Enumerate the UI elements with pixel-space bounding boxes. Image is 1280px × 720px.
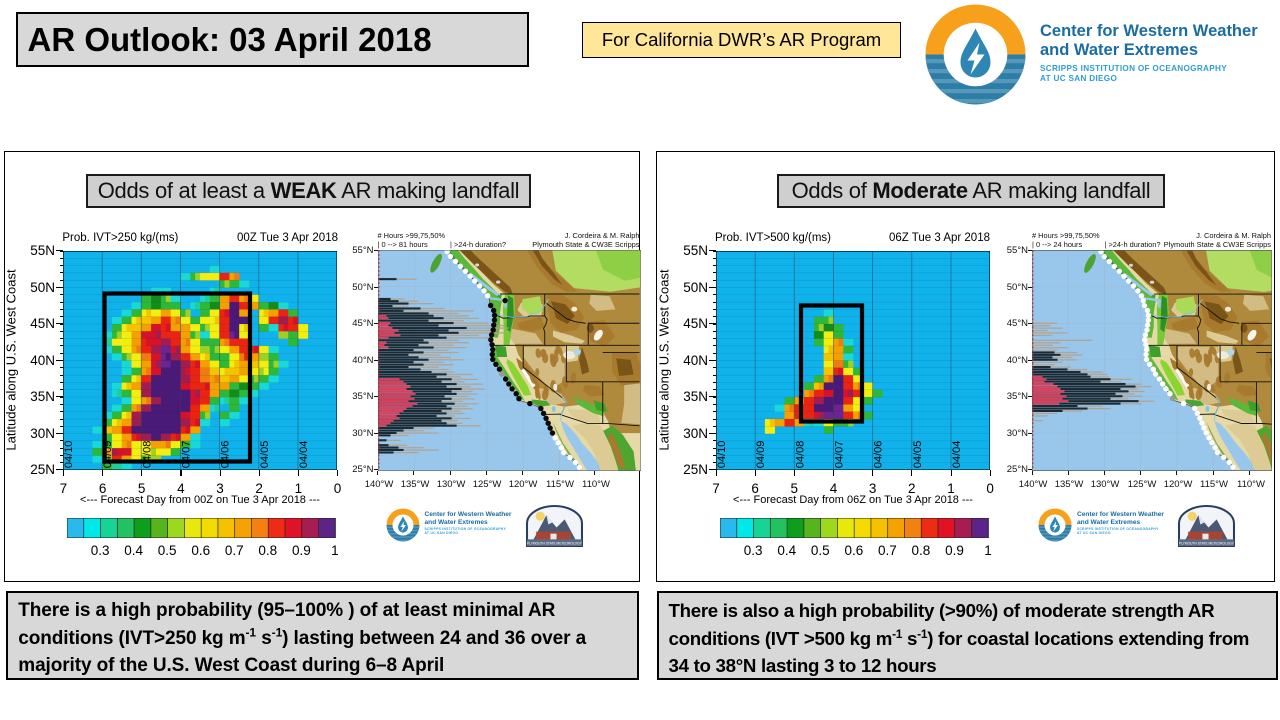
svg-text:04/04: 04/04 (951, 440, 963, 468)
svg-text:04/05: 04/05 (259, 440, 271, 468)
svg-text:04/08: 04/08 (794, 440, 806, 468)
svg-text:04/10: 04/10 (716, 440, 728, 468)
svg-text:04/06: 04/06 (873, 440, 885, 468)
svg-text:04/05: 04/05 (912, 440, 924, 468)
svg-text:PLYMOUTH STATE METEOROLOGY: PLYMOUTH STATE METEOROLOGY (527, 542, 583, 546)
svg-text:04/09: 04/09 (103, 440, 115, 468)
svg-text:04/04: 04/04 (298, 440, 310, 468)
svg-text:04/07: 04/07 (181, 440, 193, 468)
svg-text:04/09: 04/09 (755, 440, 767, 468)
svg-text:04/07: 04/07 (833, 440, 845, 468)
svg-text:04/06: 04/06 (220, 440, 232, 468)
svg-text:PLYMOUTH STATE METEOROLOGY: PLYMOUTH STATE METEOROLOGY (1179, 542, 1235, 546)
svg-text:04/08: 04/08 (142, 440, 154, 468)
svg-text:04/10: 04/10 (63, 440, 75, 468)
